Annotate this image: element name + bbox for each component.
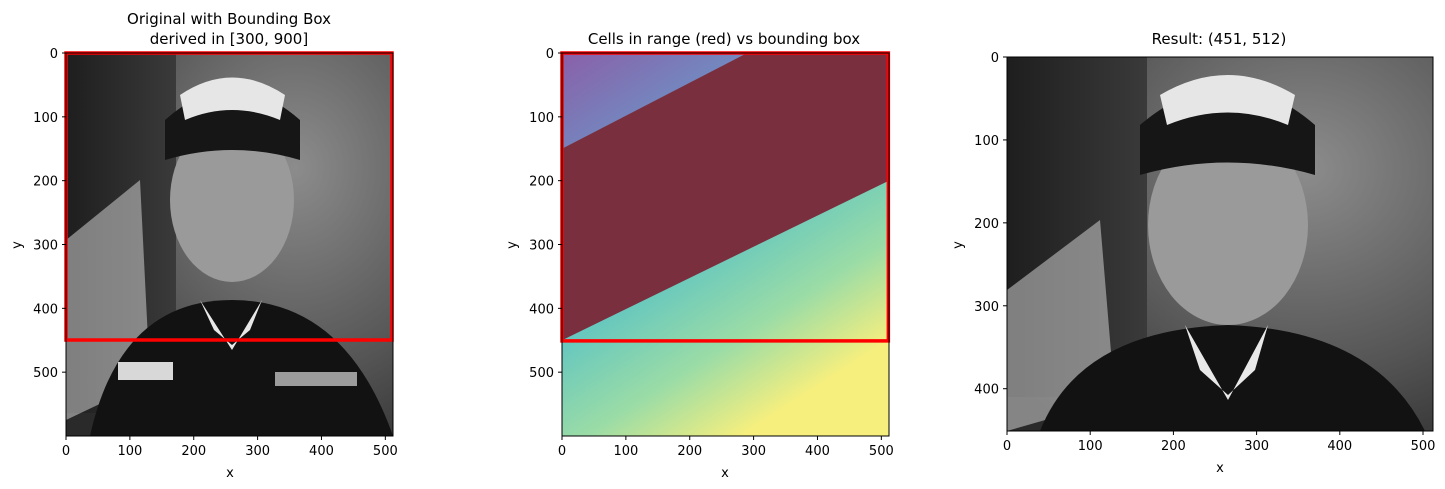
x-tick-label: 200 [677, 444, 702, 459]
x-tick-label: 300 [1244, 439, 1269, 454]
x-tick-label: 0 [558, 444, 566, 459]
y-axis-label: y [951, 241, 966, 249]
x-axis-label: x [226, 466, 234, 481]
x-axis-ticks: 0 100 200 300 400 500 [1003, 431, 1436, 454]
x-tick-label: 0 [62, 444, 70, 459]
y-tick-label: 100 [33, 111, 58, 126]
x-tick-label: 400 [805, 444, 830, 459]
y-tick-label: 0 [50, 47, 58, 62]
y-tick-label: 500 [529, 366, 554, 381]
y-tick-label: 400 [33, 302, 58, 317]
y-tick-label: 200 [529, 175, 554, 190]
y-tick-label: 0 [546, 47, 554, 62]
axes-frame [1006, 56, 1434, 432]
title: Result: (451, 512) [1152, 30, 1287, 48]
y-tick-label: 300 [974, 300, 999, 315]
x-tick-label: 0 [1003, 439, 1011, 454]
x-tick-label: 300 [741, 444, 766, 459]
x-tick-label: 400 [1327, 439, 1352, 454]
x-tick-label: 500 [869, 444, 894, 459]
y-tick-label: 400 [529, 302, 554, 317]
x-tick-label: 400 [309, 444, 334, 459]
panel-result: Result: (451, 512) 0 100 200 300 400 500 0 100… [951, 30, 1435, 476]
title: Cells in range (red) vs bounding box [588, 30, 860, 48]
x-tick-label: 200 [181, 444, 206, 459]
portrait-image [66, 53, 393, 436]
x-axis-label: x [1216, 461, 1224, 476]
x-axis-ticks: 0 100 200 300 400 500 [62, 436, 398, 459]
y-axis-label: y [505, 241, 520, 249]
x-tick-label: 100 [117, 444, 142, 459]
y-tick-label: 100 [529, 111, 554, 126]
y-tick-label: 500 [33, 366, 58, 381]
y-axis-ticks: 0 100 200 300 400 [974, 51, 1007, 398]
y-tick-label: 100 [974, 134, 999, 149]
title-line-2: derived in [300, 900] [150, 30, 308, 48]
x-tick-label: 200 [1161, 439, 1186, 454]
title-line-1: Original with Bounding Box [127, 10, 331, 28]
y-axis-ticks: 0 100 200 300 400 500 [33, 47, 66, 381]
y-tick-label: 200 [33, 175, 58, 190]
x-axis-label: x [721, 466, 729, 481]
x-tick-label: 500 [373, 444, 398, 459]
x-tick-label: 500 [1411, 439, 1436, 454]
x-tick-label: 100 [613, 444, 638, 459]
y-axis-label: y [10, 241, 25, 249]
panel-original: Original with Bounding Box derived in [3… [10, 10, 398, 481]
y-tick-label: 300 [33, 239, 58, 254]
panel-cells-in-range: Cells in range (red) vs bounding box 0 10… [505, 30, 894, 481]
y-tick-label: 200 [974, 217, 999, 232]
y-tick-label: 400 [974, 383, 999, 398]
y-tick-label: 300 [529, 239, 554, 254]
cropped-portrait-image [1007, 57, 1433, 431]
x-tick-label: 300 [245, 444, 270, 459]
y-axis-ticks: 0 100 200 300 400 500 [529, 47, 562, 381]
x-axis-ticks: 0 100 200 300 400 500 [558, 436, 894, 459]
y-tick-label: 0 [991, 51, 999, 66]
in-range-band [562, 53, 889, 341]
x-tick-label: 100 [1078, 439, 1103, 454]
